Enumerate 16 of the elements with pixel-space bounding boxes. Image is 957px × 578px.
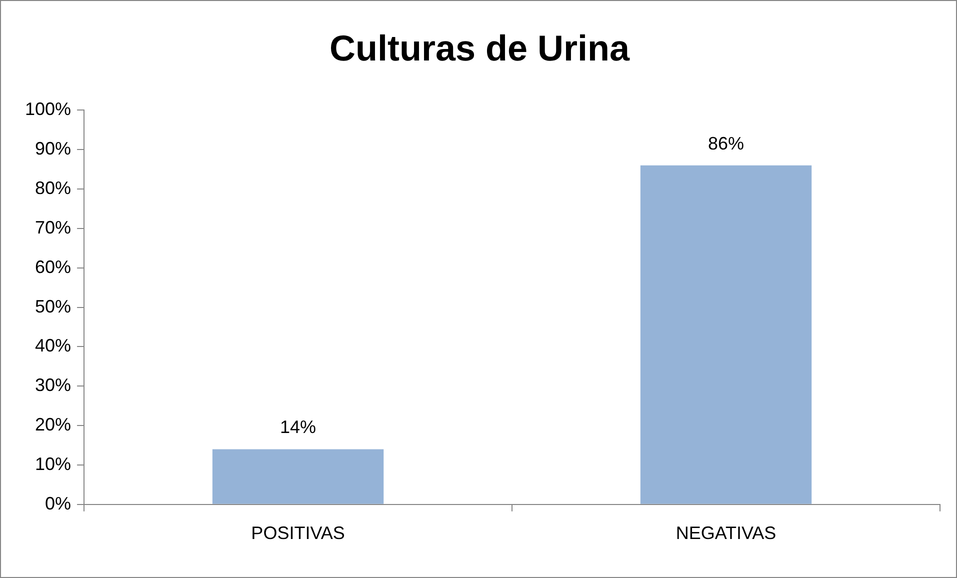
y-tick-label: 80%: [35, 178, 72, 198]
y-tick-label: 60%: [35, 256, 72, 277]
y-tick-label: 40%: [35, 336, 72, 356]
y-tick-label: 90%: [35, 138, 72, 159]
y-tick-label: 50%: [35, 296, 72, 316]
y-tick-label: 10%: [35, 454, 72, 474]
y-tick-label: 20%: [35, 414, 72, 435]
x-tick-label: NEGATIVAS: [676, 523, 776, 544]
y-tick-label: 70%: [35, 217, 72, 238]
x-tick-label: POSITIVAS: [251, 523, 345, 544]
y-tick-label: 30%: [35, 375, 72, 396]
y-tick-label: 0%: [45, 493, 72, 514]
y-tick-label: 100%: [24, 99, 72, 120]
data-label: 86%: [708, 133, 744, 154]
data-label: 14%: [280, 417, 316, 438]
chart-title: Culturas de Urina: [329, 28, 631, 69]
